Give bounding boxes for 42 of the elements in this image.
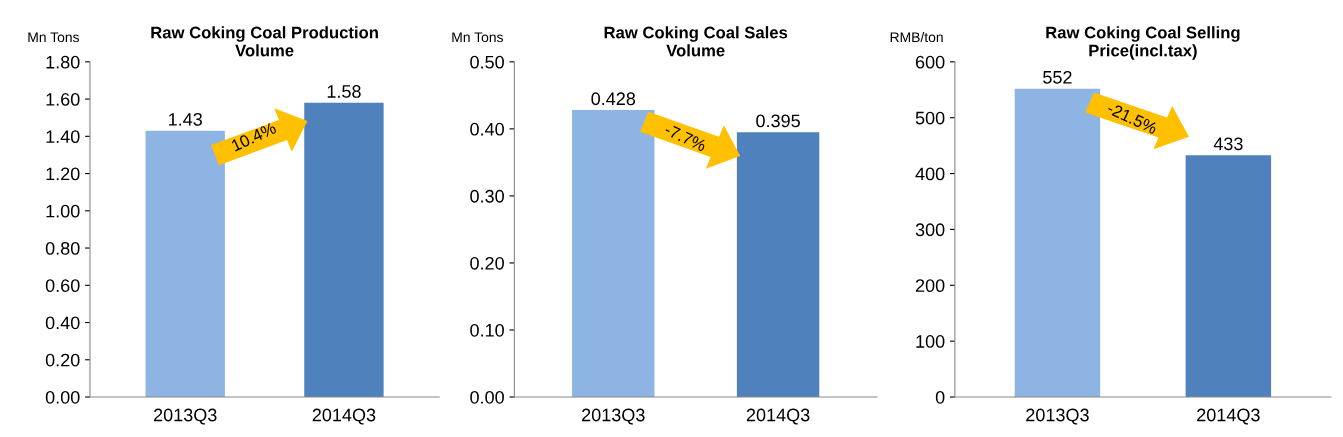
- y-tick-label: 100: [916, 335, 945, 348]
- y-tick-label: 600: [915, 55, 945, 69]
- y-tick-label: 300: [915, 223, 945, 237]
- y-tick-label: 0: [935, 390, 945, 404]
- y-tick-label: 1.00: [46, 204, 80, 218]
- y-tick-label: 400: [915, 167, 945, 181]
- y-tick-label: 0.30: [470, 189, 504, 203]
- y-tick-label: 1.20: [46, 167, 80, 181]
- x-tick-label: 2014Q3: [312, 408, 376, 425]
- y-tick-label: 1.80: [46, 55, 80, 69]
- data-label: 0.428: [591, 92, 636, 106]
- x-tick-label: 2013Q3: [582, 408, 645, 425]
- data-label: 552: [1043, 70, 1072, 84]
- data-label: 0.395: [756, 114, 800, 128]
- y-tick-label: 0.00: [470, 390, 504, 404]
- y-tick-label: 200: [915, 279, 945, 293]
- x-tick-label: 2014Q3: [1197, 408, 1260, 425]
- y-axis-title: RMB/ton: [890, 31, 943, 43]
- data-label: 1.58: [327, 85, 361, 98]
- data-label: 1.43: [169, 112, 202, 126]
- x-tick-label: 2014Q3: [746, 408, 810, 425]
- x-tick-label: 2013Q3: [1026, 408, 1089, 425]
- y-tick-label: 500: [915, 111, 945, 125]
- y-tick-label: 0.10: [470, 323, 504, 337]
- y-tick-label: 0.60: [45, 279, 80, 293]
- chart-title: Raw Coking Coal Production Volume: [151, 26, 378, 57]
- y-tick-label: 0.00: [45, 390, 80, 404]
- y-axis-title: Mn Tons: [28, 32, 80, 43]
- y-tick-label: 0.20: [45, 353, 80, 367]
- y-tick-label: 0.20: [470, 256, 504, 270]
- data-label: 433: [1213, 137, 1243, 151]
- y-tick-label: 0.50: [470, 55, 504, 69]
- chart-title: Raw Coking Coal Sales Volume: [604, 26, 788, 57]
- x-tick-label: 2013Q3: [154, 408, 217, 425]
- annotation: -7.7%: [663, 123, 708, 152]
- y-tick-label: 1.40: [46, 130, 80, 144]
- y-tick-label: 0.80: [45, 241, 80, 255]
- y-axis-title: Mn Tons: [452, 32, 503, 43]
- y-tick-label: 1.60: [46, 93, 80, 106]
- y-tick-label: 0.40: [45, 316, 80, 330]
- chart-title: Raw Coking Coal Selling Price(incl.tax): [1046, 26, 1240, 60]
- y-tick-label: 0.40: [470, 122, 504, 136]
